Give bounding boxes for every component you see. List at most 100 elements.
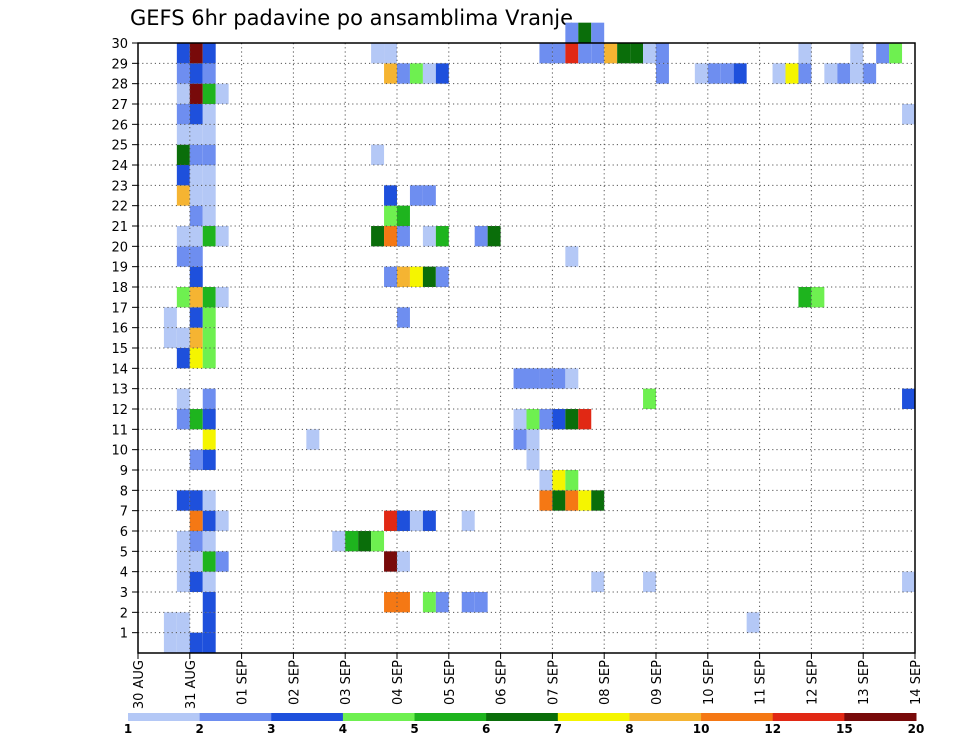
heatmap-cell — [176, 287, 190, 308]
heatmap-cell — [189, 287, 203, 308]
heatmap-cell — [785, 63, 799, 84]
heatmap-cell — [526, 449, 540, 470]
heatmap-cell — [552, 409, 566, 430]
heatmap-cell — [850, 43, 864, 64]
x-tick-label: 11 SEP — [754, 660, 769, 705]
heatmap-cell — [189, 531, 203, 552]
y-tick-label: 10 — [111, 444, 128, 459]
heatmap-cell — [474, 592, 488, 613]
heatmap-cell — [202, 43, 216, 64]
heatmap-cell — [422, 185, 436, 206]
heatmap-cell — [889, 43, 903, 64]
heatmap-cell — [591, 571, 605, 592]
heatmap-cell — [371, 531, 385, 552]
heatmap-cell — [202, 63, 216, 84]
heatmap-cell — [202, 490, 216, 511]
heatmap-cell — [643, 571, 656, 592]
heatmap-cell — [202, 307, 216, 328]
heatmap-cell — [539, 409, 553, 430]
heatmap-cell — [176, 43, 190, 64]
heatmap-cell — [189, 124, 203, 145]
heatmap-cell — [422, 510, 436, 531]
y-tick-label: 9 — [120, 464, 128, 479]
heatmap-cell — [552, 368, 566, 389]
heatmap-cell — [384, 592, 397, 613]
heatmap-cell — [461, 592, 475, 613]
heatmap-cell — [461, 510, 475, 531]
heatmap-cell — [487, 226, 501, 247]
heatmap-cell — [552, 470, 566, 491]
heatmap-cell — [189, 409, 203, 430]
heatmap-cell — [189, 43, 203, 64]
chart-title: GEFS 6hr padavine po ansamblima Vranje — [130, 6, 573, 30]
x-tick-label: 07 SEP — [546, 660, 561, 705]
heatmap-cell — [176, 388, 190, 409]
heatmap-cell — [163, 612, 177, 633]
y-tick-label: 14 — [111, 362, 128, 377]
heatmap-cell — [474, 226, 488, 247]
heatmap-cell — [189, 165, 203, 186]
x-tick-label: 14 SEP — [909, 660, 924, 705]
heatmap-cell — [733, 63, 747, 84]
heatmap-cell — [902, 388, 915, 409]
heatmap-cell — [202, 287, 216, 308]
colorbar-label: 8 — [625, 722, 633, 736]
heatmap-cell — [526, 409, 540, 430]
heatmap-cell — [409, 185, 423, 206]
colorbar-segment — [271, 713, 344, 721]
colorbar-segment — [486, 713, 559, 721]
colorbar-segment — [772, 713, 845, 721]
heatmap-cell — [384, 226, 397, 247]
y-tick-label: 26 — [111, 118, 128, 133]
colorbar-label: 20 — [908, 722, 925, 736]
heatmap-cell — [202, 632, 216, 653]
heatmap-cell — [384, 551, 397, 572]
colorbar-label: 5 — [410, 722, 418, 736]
heatmap-cell — [409, 510, 423, 531]
heatmap-cell — [578, 43, 592, 64]
heatmap-cell — [720, 63, 734, 84]
heatmap-cell — [215, 83, 229, 104]
heatmap-cell — [539, 43, 553, 64]
heatmap-cell — [202, 165, 216, 186]
y-tick-label: 18 — [111, 281, 128, 296]
heatmap-cell — [189, 63, 203, 84]
heatmap-cell — [798, 43, 812, 64]
x-tick-label: 04 SEP — [391, 660, 406, 705]
heatmap-cell — [371, 226, 385, 247]
heatmap-cell — [215, 510, 229, 531]
heatmap-cell — [526, 429, 540, 450]
heatmap-cell — [578, 490, 592, 511]
heatmap-cell — [552, 490, 566, 511]
heatmap-cell — [397, 551, 410, 572]
heatmap-cell — [591, 22, 605, 43]
heatmap-cell — [513, 368, 527, 389]
x-tick-label: 30 AUG — [132, 660, 147, 709]
heatmap-cell — [591, 490, 605, 511]
heatmap-cell — [189, 571, 203, 592]
heatmap-cell — [902, 571, 915, 592]
heatmap-cell — [422, 266, 436, 287]
heatmap-cell — [565, 22, 579, 43]
grid-lines — [138, 43, 915, 653]
heatmap-cell — [189, 144, 203, 165]
y-tick-label: 23 — [111, 179, 128, 194]
colorbar-segment — [557, 713, 630, 721]
colorbar-label: 6 — [482, 722, 490, 736]
heatmap-cell — [176, 63, 190, 84]
heatmap-cell — [332, 531, 346, 552]
heatmap-cell — [539, 490, 553, 511]
x-tick-label: 01 SEP — [236, 660, 251, 705]
heatmap-cell — [435, 226, 449, 247]
heatmap-cell — [409, 266, 423, 287]
heatmap-cell — [811, 287, 825, 308]
colorbar-label: 4 — [339, 722, 347, 736]
heatmap-cell — [578, 22, 592, 43]
x-tick-label: 08 SEP — [598, 660, 613, 705]
heatmap-cell — [306, 429, 320, 450]
heatmap-cell — [565, 246, 579, 267]
heatmap-cell — [397, 205, 410, 226]
heatmap-cell — [552, 43, 566, 64]
heatmap-cell — [526, 368, 540, 389]
